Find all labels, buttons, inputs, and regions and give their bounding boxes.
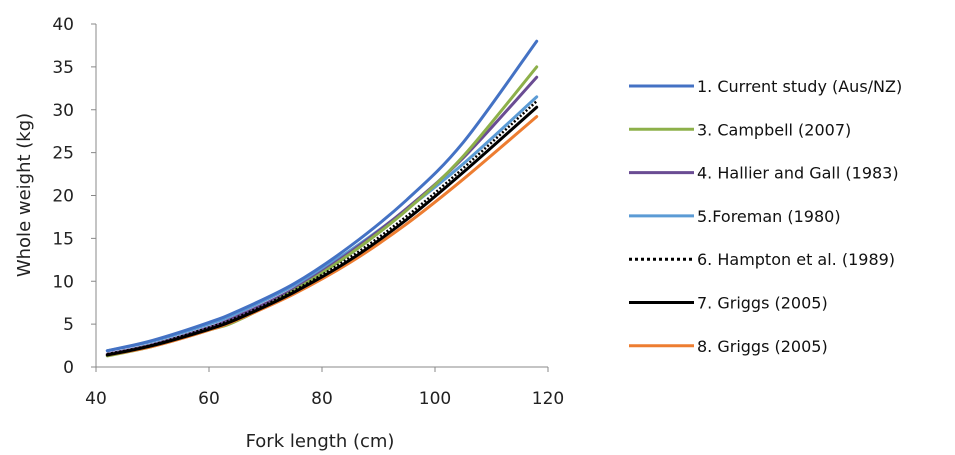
series-line-1 — [105, 39, 539, 353]
legend-label: 4. Hallier and Gall (1983) — [697, 164, 899, 183]
y-tick-label: 20 — [52, 187, 74, 207]
x-tick-label: 100 — [419, 389, 451, 409]
legend-label: 8. Griggs (2005) — [697, 337, 828, 356]
x-tick-label: 60 — [198, 389, 220, 409]
legend-label: 7. Griggs (2005) — [697, 294, 828, 313]
y-tick-label: 35 — [52, 58, 74, 78]
y-tick-label: 30 — [52, 101, 74, 121]
legend-label: 1. Current study (Aus/NZ) — [697, 77, 902, 96]
legend-label: 6. Hampton et al. (1989) — [697, 250, 895, 269]
y-tick-label: 15 — [52, 229, 74, 249]
y-axis-title: Whole weight (kg) — [14, 113, 35, 277]
axes — [91, 23, 549, 372]
y-tick-label: 25 — [52, 144, 74, 164]
x-axis-title: Fork length (cm) — [246, 431, 395, 452]
x-tick-label: 40 — [85, 389, 107, 409]
series-line-4 — [105, 95, 539, 353]
series-line-7 — [105, 115, 539, 357]
y-tick-label: 10 — [52, 272, 74, 292]
series-line-5 — [107, 100, 538, 356]
y-tick-label: 0 — [63, 358, 74, 378]
legend: 1. Current study (Aus/NZ) 3. Campbell (20… — [629, 77, 902, 356]
series-line-3 — [105, 75, 539, 356]
legend-label: 5.Foreman (1980) — [697, 207, 841, 226]
y-tick-label: 5 — [63, 315, 74, 335]
y-tick-label: 40 — [52, 15, 74, 35]
series-lines — [105, 39, 539, 358]
legend-label: 3. Campbell (2007) — [697, 120, 851, 139]
tick-labels: 0 5 10 15 20 25 30 35 40 40 60 80 100 120 — [52, 15, 564, 409]
x-tick-label: 80 — [311, 389, 333, 409]
x-tick-label: 120 — [532, 389, 564, 409]
series-line-2 — [105, 65, 539, 358]
